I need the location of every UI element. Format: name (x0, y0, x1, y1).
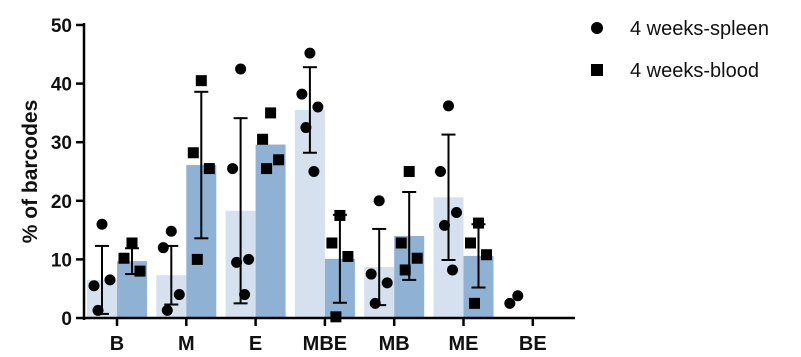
data-point-circle (88, 280, 100, 292)
data-point-circle (512, 290, 524, 302)
data-point-circle (369, 297, 381, 309)
data-point-square (126, 237, 138, 249)
data-point-circle (439, 219, 450, 231)
data-point-square (203, 163, 215, 175)
data-point-square (187, 147, 199, 159)
data-point-circle (239, 289, 251, 301)
x-tick-label: M (178, 333, 195, 352)
data-point-square (481, 249, 492, 261)
legend-circle-icon (591, 22, 603, 34)
data-point-square (195, 75, 207, 87)
data-point-square (265, 107, 277, 119)
data-point-square (469, 297, 480, 309)
x-tick-label: MBE (303, 333, 347, 352)
data-point-square (411, 252, 423, 264)
y-axis-title: % of barcodes (19, 100, 42, 244)
data-point-circle (96, 218, 108, 230)
error-bars-group (95, 66, 486, 315)
data-point-circle (373, 195, 385, 207)
data-point-circle (381, 277, 393, 289)
y-tick-label: 10 (51, 250, 72, 271)
y-tick-label: 0 (61, 309, 72, 330)
data-point-square (334, 209, 346, 221)
data-point-square (273, 154, 285, 166)
bars-group (87, 109, 494, 318)
data-point-circle (92, 304, 104, 316)
x-tick-label: BE (519, 333, 547, 352)
data-point-square (261, 163, 273, 175)
data-point-square (191, 253, 203, 265)
data-point-circle (308, 166, 320, 177)
y-tick-label: 40 (51, 75, 72, 96)
data-point-circle (504, 297, 516, 309)
data-point-circle (173, 289, 185, 301)
legend: 4 weeks-spleen 4 weeks-blood (591, 18, 769, 82)
data-point-circle (365, 268, 377, 280)
legend-label: 4 weeks-spleen (630, 18, 769, 40)
legend-label: 4 weeks-blood (630, 60, 759, 82)
data-point-circle (161, 304, 173, 316)
data-point-circle (165, 225, 177, 237)
data-point-circle (451, 207, 462, 219)
legend-square-icon (591, 64, 603, 76)
data-point-circle (243, 253, 255, 265)
data-point-circle (300, 122, 312, 134)
y-tick-label: 20 (51, 192, 72, 213)
data-point-square (118, 252, 130, 264)
data-point-square (395, 237, 407, 249)
x-tick-label: E (249, 333, 262, 352)
y-tick-label: 30 (51, 133, 72, 154)
data-point-square (257, 133, 269, 145)
data-point-square (399, 264, 411, 276)
data-point-circle (312, 101, 324, 113)
data-point-square (403, 166, 415, 177)
data-point-circle (443, 100, 454, 112)
data-point-circle (157, 242, 169, 254)
y-tick-label: 50 (51, 16, 72, 37)
data-point-square (342, 250, 354, 262)
data-point-circle (231, 256, 243, 268)
data-point-square (473, 217, 484, 229)
data-point-square (134, 265, 146, 277)
data-point-square (465, 237, 476, 249)
data-point-circle (447, 264, 458, 276)
x-tick-label: ME (449, 333, 479, 352)
data-point-circle (304, 47, 316, 59)
x-tick-label: B (110, 333, 124, 352)
data-point-square (326, 237, 338, 249)
x-tick-label: MB (379, 333, 410, 352)
data-points-group (88, 47, 524, 323)
data-point-circle (227, 163, 239, 175)
data-point-circle (435, 166, 446, 177)
data-point-circle (235, 63, 247, 75)
data-point-circle (104, 274, 116, 286)
data-point-circle (296, 88, 308, 100)
